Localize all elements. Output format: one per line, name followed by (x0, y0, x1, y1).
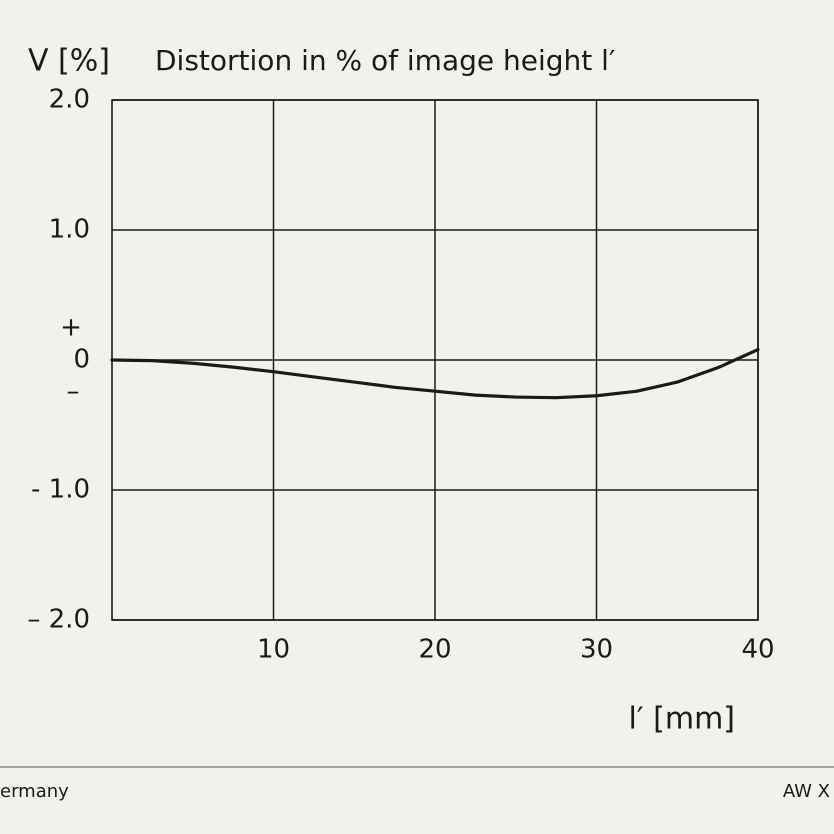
x-tick-label: 40 (741, 635, 774, 665)
y-tick-label: - 1.0 (31, 475, 90, 505)
x-tick-label: 30 (580, 635, 613, 665)
x-axis-label: l′ [mm] (628, 702, 735, 737)
plus-sign: + (60, 313, 82, 343)
x-tick-label: 10 (257, 635, 290, 665)
y-axis-label: V [%] (28, 44, 110, 79)
minus-sign: – (67, 377, 80, 407)
x-tick-label: 20 (418, 635, 451, 665)
y-tick-label: 1.0 (49, 215, 90, 245)
footer-left: ermany (0, 781, 69, 802)
footer-right: AW X (783, 781, 830, 802)
y-tick-label: – 2.0 (27, 605, 90, 635)
distortion-curve (110, 348, 760, 400)
y-tick-label: 0 (73, 345, 90, 375)
y-tick-label: 2.0 (49, 85, 90, 115)
chart-title: Distortion in % of image height l′ (155, 44, 615, 77)
